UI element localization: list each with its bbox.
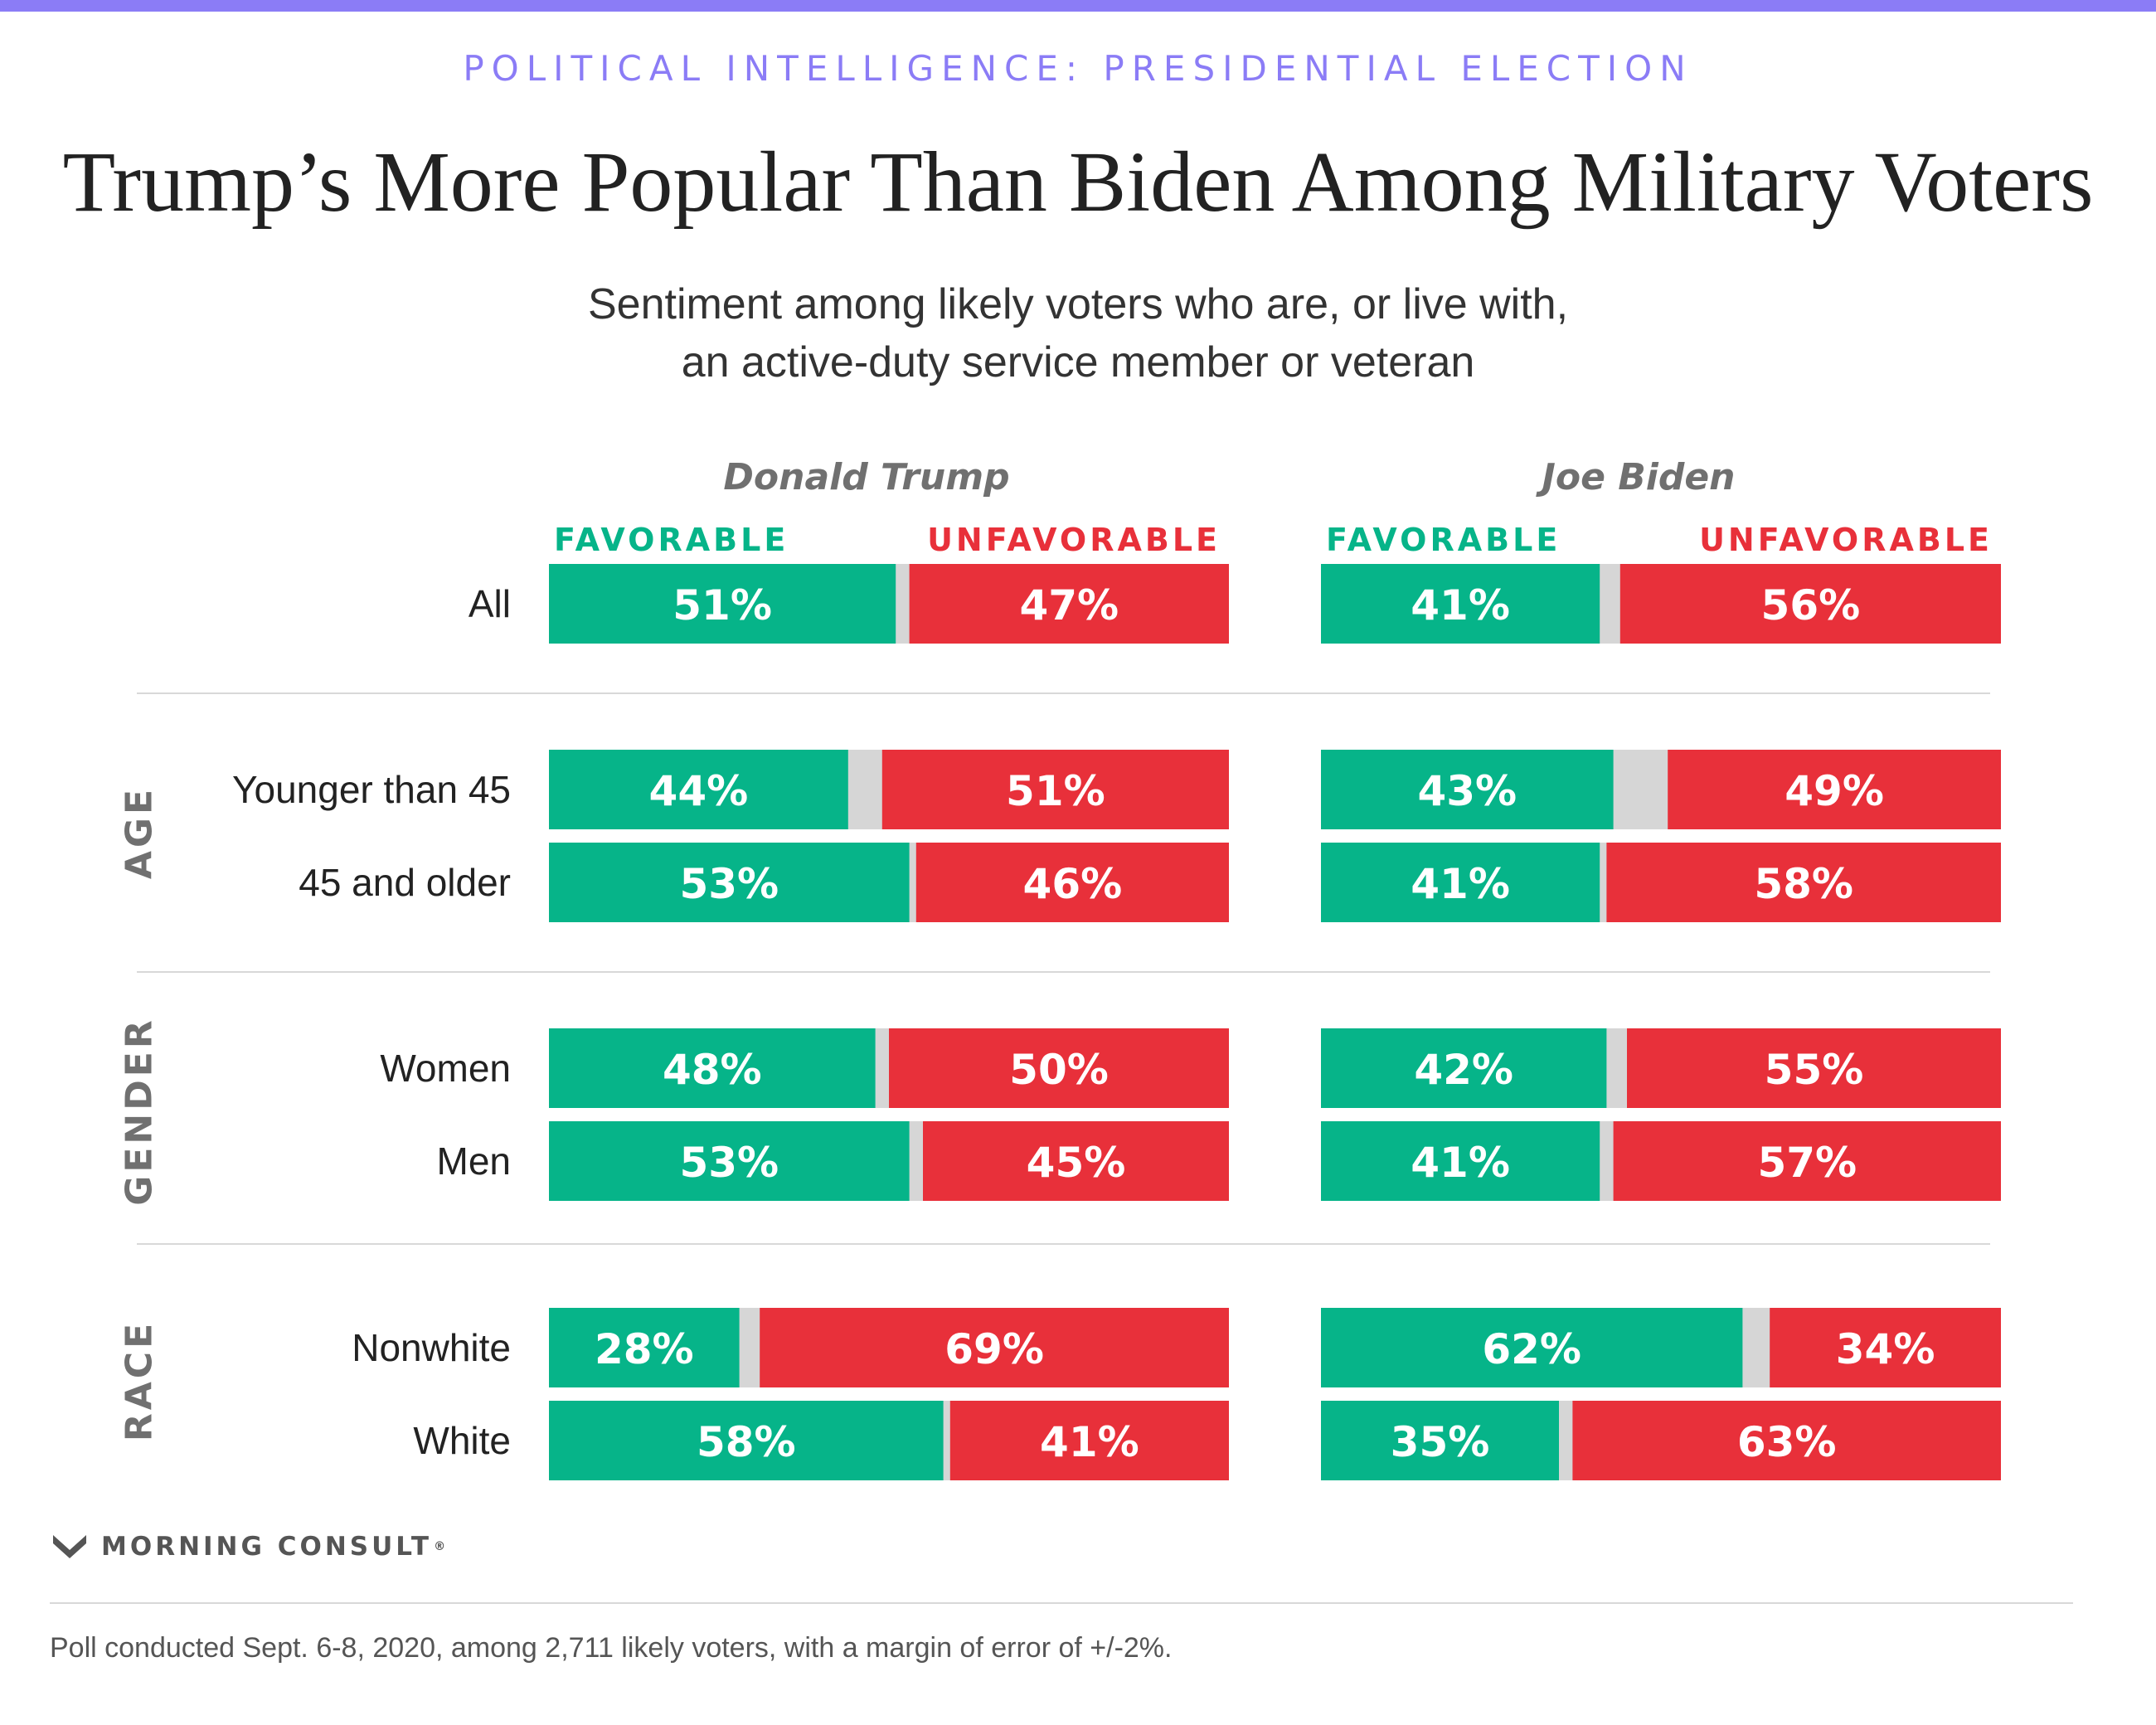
unfavorable-bar: [1770, 1308, 2001, 1387]
favorable-value-label: 62%: [1482, 1325, 1581, 1373]
unfavorable-value-label: 41%: [1040, 1418, 1139, 1466]
favorable-bar: [549, 1308, 740, 1387]
favorable-bar: [1321, 750, 1614, 829]
unfavorable-value-label: 45%: [1027, 1139, 1126, 1187]
subtitle-line-2: an active-duty service member or veteran: [681, 338, 1475, 386]
footnote: Poll conducted Sept. 6-8, 2020, among 2,…: [50, 1632, 1173, 1664]
unfavorable-bar: [1572, 1401, 2001, 1480]
row-label: Nonwhite: [352, 1326, 511, 1369]
favorable-value-label: 53%: [679, 1139, 779, 1187]
favorable-bar: [549, 1401, 944, 1480]
favorable-header: FAVORABLE: [1326, 522, 1561, 558]
panel-title: Joe Biden: [1535, 456, 1735, 498]
favorable-bar: [1321, 564, 1600, 644]
unfavorable-value-label: 51%: [1006, 767, 1105, 815]
unfavorable-header: UNFAVORABLE: [927, 522, 1221, 558]
favorable-value-label: 35%: [1391, 1418, 1490, 1466]
row-label: 45 and older: [299, 861, 511, 904]
unfavorable-value-label: 56%: [1761, 581, 1861, 629]
unfavorable-bar: [915, 843, 1229, 922]
favorable-value-label: 41%: [1411, 860, 1510, 908]
unfavorable-value-label: 50%: [1009, 1046, 1109, 1094]
favorable-value-label: 43%: [1417, 767, 1517, 815]
brand: MORNING CONSULT ®: [51, 1532, 445, 1562]
row-label: Men: [437, 1139, 511, 1183]
favorable-bar: [1321, 843, 1600, 922]
favorable-value-label: 28%: [595, 1325, 694, 1373]
favorable-value-label: 42%: [1414, 1046, 1513, 1094]
unfavorable-bar: [760, 1308, 1229, 1387]
favorable-value-label: 51%: [673, 581, 772, 629]
row-label: White: [413, 1419, 511, 1462]
row-label: All: [469, 582, 511, 625]
group-label: GENDER: [119, 1017, 161, 1205]
favorable-value-label: 58%: [697, 1418, 796, 1466]
unfavorable-bar: [1668, 750, 2001, 829]
favorable-value-label: 53%: [679, 860, 779, 908]
unfavorable-bar: [889, 1028, 1229, 1108]
unfavorable-value-label: 58%: [1754, 860, 1853, 908]
favorable-bar: [549, 843, 910, 922]
favorable-header: FAVORABLE: [554, 522, 789, 558]
favorable-bar: [549, 1121, 910, 1201]
favorable-bar: [549, 750, 848, 829]
unfavorable-value-label: 69%: [944, 1325, 1044, 1373]
kicker: POLITICAL INTELLIGENCE: PRESIDENTIAL ELE…: [463, 48, 1693, 89]
unfavorable-value-label: 57%: [1757, 1139, 1857, 1187]
group-label: AGE: [119, 786, 161, 879]
row-label: Women: [380, 1047, 511, 1090]
unfavorable-value-label: 46%: [1023, 860, 1123, 908]
unfavorable-value-label: 63%: [1737, 1418, 1837, 1466]
favorable-bar: [1321, 1401, 1559, 1480]
chart-subtitle: Sentiment among likely voters who are, o…: [0, 275, 2156, 391]
unfavorable-bar: [881, 750, 1229, 829]
unfavorable-header: UNFAVORABLE: [1699, 522, 1993, 558]
unfavorable-value-label: 49%: [1785, 767, 1884, 815]
favorable-bar: [1321, 1121, 1600, 1201]
favorable-value-label: 44%: [649, 767, 749, 815]
morning-consult-logo-icon: [53, 1535, 86, 1558]
brand-name: MORNING CONSULT: [101, 1532, 433, 1562]
favorable-bar: [549, 1028, 876, 1108]
unfavorable-bar: [1627, 1028, 2001, 1108]
favorable-bar: [549, 564, 896, 644]
unfavorable-value-label: 55%: [1765, 1046, 1864, 1094]
chart-title: Trump’s More Popular Than Biden Among Mi…: [62, 134, 2094, 230]
footer-divider: [50, 1602, 2073, 1604]
unfavorable-bar: [923, 1121, 1229, 1201]
unfavorable-bar: [1613, 1121, 2001, 1201]
unfavorable-value-label: 47%: [1019, 581, 1119, 629]
favorable-value-label: 41%: [1411, 581, 1510, 629]
favorable-bar: [1321, 1028, 1607, 1108]
top-accent-bar: [0, 0, 2156, 12]
unfavorable-bar: [1606, 843, 2001, 922]
panel-title: Donald Trump: [723, 456, 1009, 498]
favorable-value-label: 48%: [663, 1046, 762, 1094]
unfavorable-value-label: 34%: [1836, 1325, 1935, 1373]
favorable-value-label: 41%: [1411, 1139, 1510, 1187]
subtitle-line-1: Sentiment among likely voters who are, o…: [587, 280, 1569, 328]
unfavorable-bar: [909, 564, 1229, 644]
unfavorable-bar: [1619, 564, 2001, 644]
group-label: RACE: [119, 1320, 161, 1441]
favorable-bar: [1321, 1308, 1743, 1387]
brand-mark: ®: [434, 1540, 446, 1553]
unfavorable-bar: [949, 1401, 1229, 1480]
row-label: Younger than 45: [232, 768, 511, 811]
